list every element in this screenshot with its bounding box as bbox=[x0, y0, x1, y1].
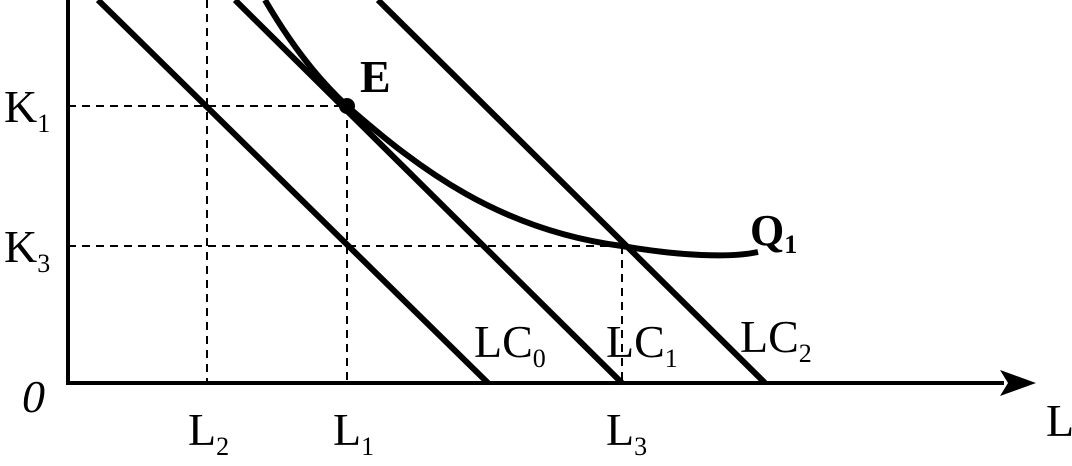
q1-label: Q1 bbox=[750, 206, 797, 259]
lc1-label: LC1 bbox=[606, 316, 678, 373]
guide-lines bbox=[68, 0, 623, 383]
origin-label: 0 bbox=[22, 371, 45, 422]
lc0-label: LC0 bbox=[474, 316, 546, 373]
l3-label: L3 bbox=[606, 404, 647, 461]
l-axis-label: L bbox=[1046, 395, 1072, 446]
isocost-lines bbox=[95, 0, 768, 386]
point-e-label: E bbox=[360, 51, 391, 102]
l-axis-arrowhead bbox=[1000, 370, 1036, 396]
lc0-line bbox=[95, 0, 491, 386]
lc2-line bbox=[375, 0, 768, 386]
q1-isoquant-curve bbox=[262, 0, 759, 259]
k3-label: K3 bbox=[4, 221, 50, 278]
lc1-line bbox=[232, 0, 625, 386]
lc2-label: LC2 bbox=[740, 311, 812, 368]
l2-label: L2 bbox=[188, 404, 229, 461]
l1-label: L1 bbox=[333, 404, 374, 461]
point-e-marker bbox=[339, 98, 355, 114]
k1-label: K1 bbox=[4, 81, 50, 138]
